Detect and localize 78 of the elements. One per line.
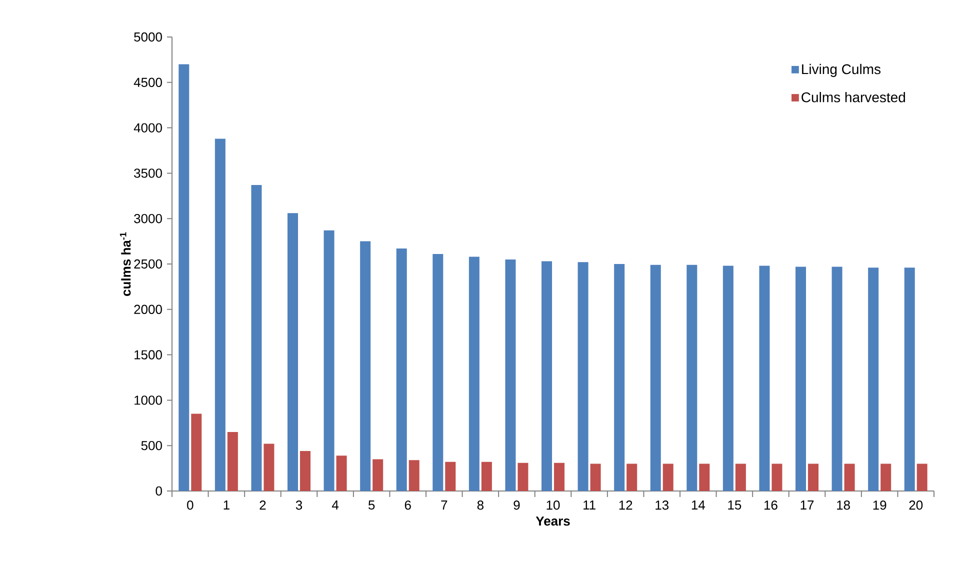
y-tick-label: 4000 (134, 123, 162, 132)
bar (324, 230, 334, 491)
bar (554, 462, 565, 491)
x-tick-label: 4 (332, 500, 339, 510)
bar (445, 462, 456, 491)
x-tick-label: 0 (187, 500, 194, 510)
bar (590, 464, 601, 491)
x-tick-label: 16 (764, 500, 778, 510)
x-tick-label: 12 (619, 500, 632, 510)
y-axis-title: culms ha$^{-1}$ (120, 232, 131, 296)
bar (251, 184, 262, 491)
x-axis-title: Years (536, 516, 570, 526)
bar (880, 464, 892, 491)
x-tick-label: 20 (909, 500, 923, 510)
bar (178, 64, 190, 491)
x-tick-label: 5 (368, 500, 375, 510)
bar (844, 464, 855, 491)
bar (542, 261, 552, 491)
bar (626, 464, 638, 491)
y-tick-label: 2000 (134, 304, 162, 314)
bar (396, 248, 407, 491)
bar (759, 266, 770, 491)
legend-label: Culms harvested (802, 92, 906, 102)
y-tick-label: 0 (156, 486, 162, 496)
bar (650, 264, 661, 491)
bar (264, 444, 274, 491)
bar (808, 464, 819, 491)
y-tick-label: 5000 (134, 32, 162, 42)
legend-label: Living Culms (802, 64, 880, 77)
bar (505, 259, 516, 491)
bar (796, 266, 806, 491)
x-tick-label: 9 (514, 500, 520, 510)
bar (191, 414, 202, 491)
bar (614, 264, 625, 491)
x-tick-label: 19 (873, 500, 886, 510)
bar (832, 266, 842, 491)
bar (772, 464, 782, 491)
bar (481, 462, 492, 491)
y-tick-label: 1000 (134, 396, 162, 405)
bar (904, 268, 915, 491)
x-tick-label: 15 (728, 500, 742, 510)
bar (518, 462, 528, 491)
x-tick-label: 6 (404, 500, 411, 510)
x-tick-label: 14 (692, 500, 705, 510)
bar (372, 459, 384, 491)
y-tick-label: 3500 (134, 168, 162, 178)
x-tick-label: 2 (260, 500, 266, 510)
y-tick-label: 4500 (134, 78, 162, 87)
bar (227, 432, 238, 491)
bar (432, 254, 444, 491)
bar (336, 456, 347, 491)
bar (699, 464, 710, 491)
x-tick-label: 10 (546, 500, 560, 510)
y-tick-label: 500 (141, 440, 162, 450)
y-tick-label: 1500 (134, 350, 162, 360)
bar (722, 266, 734, 491)
x-tick-label: 11 (584, 500, 596, 510)
bar (662, 464, 674, 491)
x-tick-label: 1 (224, 500, 230, 510)
x-tick-label: 8 (477, 500, 484, 510)
bar (408, 460, 420, 491)
bar (916, 464, 928, 491)
x-tick-label: 18 (837, 500, 850, 510)
bar (214, 138, 226, 491)
bar (300, 451, 311, 491)
bar (578, 262, 588, 491)
y-tick-label: 3000 (134, 214, 162, 224)
bar (735, 464, 746, 491)
bar (868, 268, 879, 491)
bar (288, 213, 298, 491)
bar (686, 264, 698, 491)
x-tick-label: 13 (656, 500, 669, 510)
y-tick-label: 2500 (134, 259, 162, 269)
x-tick-label: 3 (296, 500, 302, 510)
bar (468, 256, 480, 491)
bar (360, 241, 371, 491)
x-tick-label: 17 (800, 500, 814, 510)
x-tick-label: 7 (441, 500, 448, 510)
